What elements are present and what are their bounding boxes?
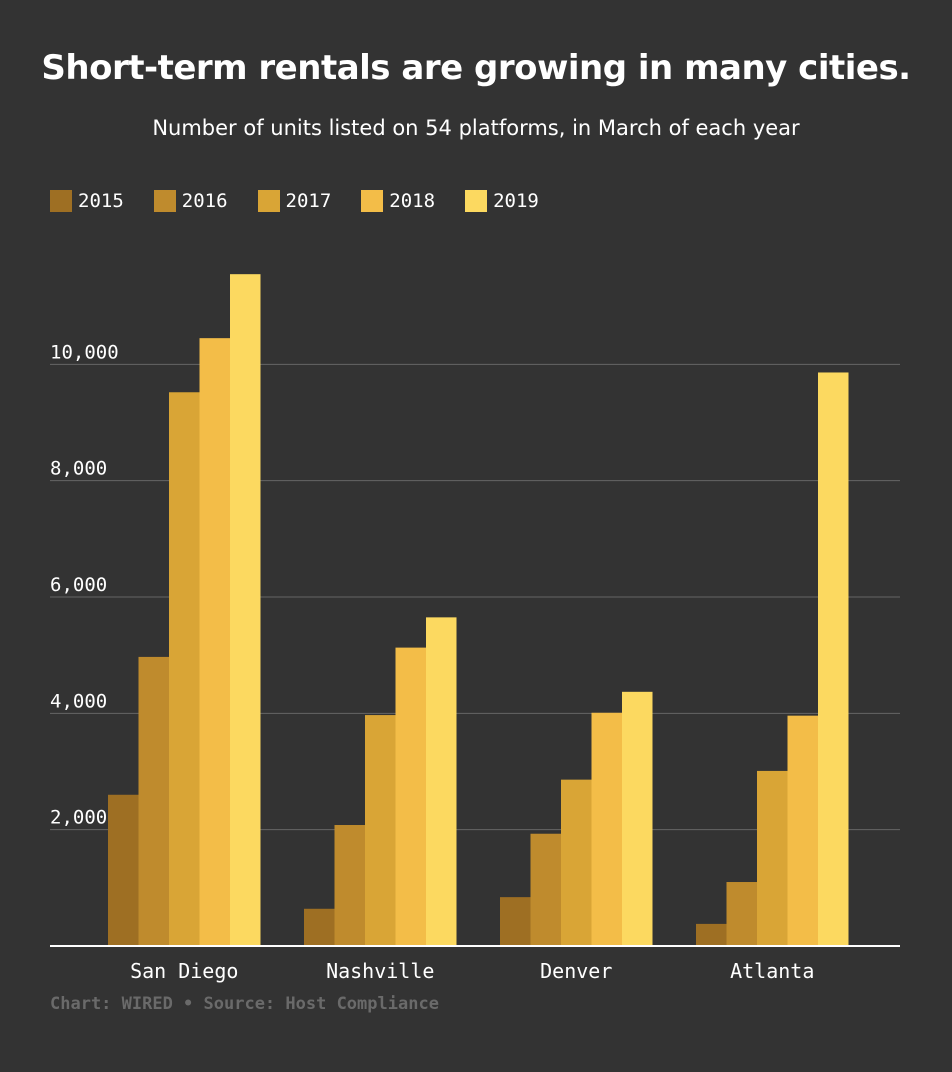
y-tick-label: 8,000 xyxy=(50,458,107,480)
bar-san-diego-2017 xyxy=(169,392,200,947)
legend-item-2019: 2019 xyxy=(465,190,539,212)
legend-swatch xyxy=(257,190,280,212)
bar-san-diego-2016 xyxy=(138,656,169,946)
legend-label: 2015 xyxy=(78,190,124,212)
bar-denver-2018 xyxy=(591,712,622,946)
bar-atlanta-2019 xyxy=(818,372,849,946)
bar-nashville-2018 xyxy=(395,647,426,946)
chart-title: Short-term rentals are growing in many c… xyxy=(41,48,911,88)
legend-item-2018: 2018 xyxy=(361,190,435,212)
x-tick-label: Atlanta xyxy=(730,959,814,983)
legend-label: 2017 xyxy=(285,190,332,212)
legend-label: 2019 xyxy=(493,190,539,212)
bar-nashville-2019 xyxy=(426,617,457,946)
legend-item-2017: 2017 xyxy=(257,190,332,212)
legend-label: 2018 xyxy=(389,190,436,212)
x-tick-label: Nashville xyxy=(326,959,434,983)
bar-san-diego-2019 xyxy=(230,274,261,946)
bar-denver-2017 xyxy=(561,779,592,946)
bar-nashville-2016 xyxy=(334,825,365,946)
chart-subtitle: Number of units listed on 54 platforms, … xyxy=(152,116,800,140)
y-tick-label: 10,000 xyxy=(50,341,119,363)
bar-san-diego-2018 xyxy=(199,338,230,946)
y-tick-label: 6,000 xyxy=(50,574,107,596)
bar-nashville-2015 xyxy=(304,908,335,946)
bar-denver-2019 xyxy=(622,691,653,946)
legend-swatch xyxy=(50,190,72,212)
bar-atlanta-2017 xyxy=(757,770,788,946)
bar-nashville-2017 xyxy=(365,715,396,946)
bar-san-diego-2015 xyxy=(108,794,139,946)
legend: 2015 2016 2017 2018 2019 xyxy=(50,189,569,213)
bar-denver-2016 xyxy=(530,833,561,946)
legend-swatch xyxy=(153,190,176,212)
legend-label: 2016 xyxy=(181,190,228,212)
bar-atlanta-2015 xyxy=(696,923,727,946)
y-tick-label: 4,000 xyxy=(50,690,107,712)
legend-swatch xyxy=(465,190,488,212)
x-tick-label: Denver xyxy=(540,959,612,983)
bar-denver-2015 xyxy=(500,897,531,946)
bar-atlanta-2018 xyxy=(787,715,818,946)
x-tick-label: San Diego xyxy=(130,959,238,983)
legend-item-2015: 2015 xyxy=(50,190,124,212)
source-credit: Chart: WIRED • Source: Host Compliance xyxy=(50,994,439,1014)
bar-atlanta-2016 xyxy=(726,882,757,946)
y-tick-label: 2,000 xyxy=(50,807,107,829)
legend-swatch xyxy=(361,190,384,212)
legend-item-2016: 2016 xyxy=(153,190,228,212)
